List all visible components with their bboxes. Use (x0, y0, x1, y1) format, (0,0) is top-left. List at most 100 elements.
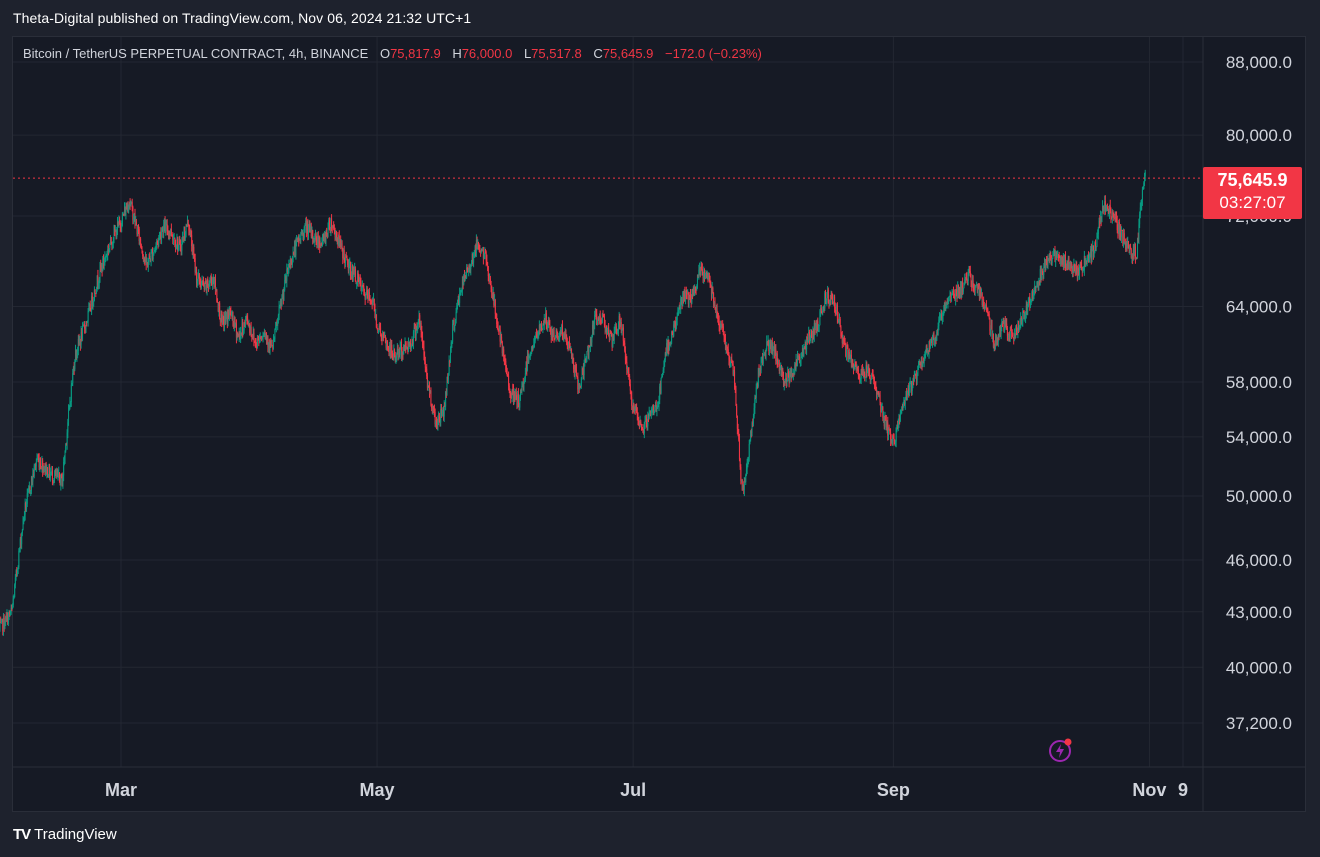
candle-body (303, 226, 305, 238)
candle-body (87, 311, 89, 322)
candle-body (946, 302, 948, 304)
candle-body (302, 234, 304, 236)
tradingview-brand[interactable]: TV TradingView (13, 826, 117, 843)
candle-body (415, 328, 417, 336)
candle-body (648, 414, 650, 419)
candle-body (772, 348, 774, 354)
candle-body (1004, 322, 1006, 331)
candle-body (749, 439, 751, 444)
candle-body (1101, 211, 1103, 223)
candle-body (924, 354, 926, 359)
candle-body (197, 275, 199, 280)
candle-body (458, 299, 460, 303)
candle-body (1069, 264, 1071, 268)
candle-body (983, 299, 985, 307)
candle-body (412, 332, 414, 344)
candle-body (321, 242, 323, 246)
candle-body (290, 258, 292, 264)
candle-body (1044, 262, 1046, 269)
symbol-title[interactable]: Bitcoin / TetherUS PERPETUAL CONTRACT, 4… (23, 46, 369, 61)
candle-body (967, 272, 969, 281)
candle-body (121, 226, 123, 228)
candle-body (824, 293, 826, 309)
candle-body (1067, 258, 1069, 267)
candle-body (878, 394, 880, 396)
candle-body (745, 469, 747, 476)
candle-body (820, 308, 822, 313)
candle-body (517, 393, 519, 406)
candle-body (943, 310, 945, 315)
candle-body (984, 307, 986, 309)
candle-body (684, 291, 686, 302)
price-tick-label: 46,000.0 (1226, 551, 1292, 570)
candle-body (451, 341, 453, 343)
candle-body (936, 331, 938, 336)
candle-body (529, 354, 531, 357)
candle-body (811, 336, 813, 339)
candle-body (687, 292, 689, 295)
candle-body (522, 383, 524, 386)
candle-body (2, 617, 4, 632)
candle-body (866, 371, 868, 373)
candle-body (200, 283, 202, 287)
candle-body (1011, 330, 1013, 334)
candle-body (337, 238, 339, 245)
candle-body (1050, 260, 1052, 263)
candle-body (418, 315, 420, 321)
candle-body (351, 266, 353, 277)
candle-body (594, 315, 596, 324)
candle-body (84, 325, 86, 329)
candle-body (121, 214, 123, 227)
candle-body (742, 484, 744, 491)
candle-body (885, 417, 887, 421)
candle-body (1062, 260, 1064, 265)
candle-body (183, 231, 185, 241)
candle-body (571, 357, 573, 359)
candle-body (1068, 258, 1070, 268)
candle-body (1085, 260, 1087, 266)
candle-body (904, 399, 906, 405)
candle-body (501, 336, 503, 342)
chart-pane[interactable] (12, 36, 1306, 812)
candle-body (876, 389, 878, 395)
candle-body (790, 371, 792, 378)
candle-body (1000, 326, 1002, 335)
candle-body (589, 346, 591, 348)
candle-body (1046, 259, 1048, 267)
candle-body (496, 313, 498, 325)
candle-body (914, 374, 916, 376)
candle-body (487, 262, 489, 267)
candle-body (638, 422, 640, 425)
candle-body (127, 205, 129, 211)
candle-body (1013, 334, 1015, 339)
candle-body (116, 232, 118, 238)
candle-body (123, 214, 125, 216)
candle-body (53, 479, 55, 482)
candle-body (1082, 270, 1084, 272)
candle-body (441, 413, 443, 415)
candle-body (195, 269, 197, 272)
candle-body (931, 341, 933, 346)
candle-body (1114, 216, 1116, 218)
candle-body (312, 238, 314, 240)
candle-body (163, 221, 165, 226)
candle-body (133, 214, 135, 219)
candle-body (123, 207, 125, 215)
lightning-alert-icon[interactable] (1049, 738, 1073, 762)
candle-body (577, 377, 579, 390)
candle-body (991, 325, 993, 339)
candle-body (709, 279, 711, 284)
candle-body (1071, 266, 1073, 272)
candle-body (153, 251, 155, 254)
candle-body (154, 250, 156, 252)
candle-body (132, 207, 134, 221)
candle-body (883, 416, 885, 418)
candle-body (448, 360, 450, 374)
candle-body (1113, 215, 1115, 218)
candle-body (734, 387, 736, 389)
candle-body (822, 309, 824, 313)
candle-body (849, 355, 851, 358)
candle-body (440, 409, 442, 414)
candle-body (782, 370, 784, 376)
candle-body (1064, 256, 1066, 266)
